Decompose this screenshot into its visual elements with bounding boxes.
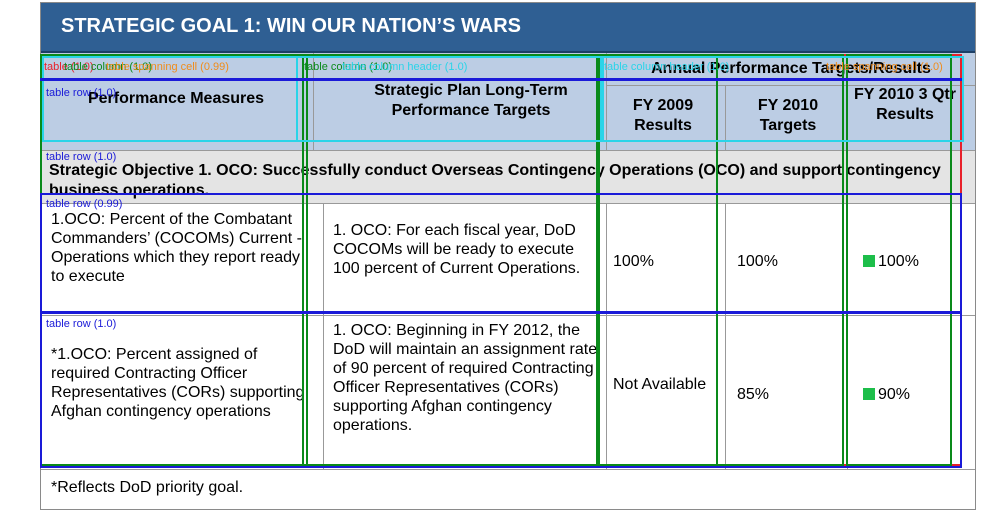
row2-fy2010-result-value: 90% [878, 386, 911, 403]
row2-fy2009: Not Available [613, 376, 707, 393]
row1-fy2009: 100% [613, 253, 654, 270]
row1-target: 1. OCO: For each fiscal year, DoD COCOMs… [333, 222, 581, 277]
row1-measure: 1.OCO: Percent of the Combatant Commande… [51, 211, 302, 285]
row-divider [41, 469, 975, 470]
header-fy2010-targets: FY 2010 Targets [757, 97, 819, 134]
header-fy2009-results: FY 2009 Results [632, 97, 694, 134]
row-divider [41, 150, 975, 151]
row2-fy2010-result: 90% [863, 385, 910, 404]
row2-fy2010-target: 85% [737, 386, 770, 403]
title-bar: STRATEGIC GOAL 1: WIN OUR NATION’S WARS [41, 3, 975, 53]
strategic-objective: Strategic Objective 1. OCO: Successfully… [49, 162, 941, 199]
col-divider [725, 203, 726, 469]
green-status-icon [863, 388, 875, 400]
col-divider [725, 85, 726, 150]
header-fy2010-qtr-results: FY 2010 3 Qtr Results [854, 86, 956, 123]
green-status-icon [863, 255, 875, 267]
col-divider [606, 203, 607, 469]
footnote: *Reflects DoD priority goal. [51, 479, 244, 496]
header-long-term-targets: Strategic Plan Long-Term Performance Tar… [374, 82, 568, 119]
row2-target: 1. OCO: Beginning in FY 2012, the DoD wi… [333, 322, 598, 434]
row2-measure: *1.OCO: Percent assigned of required Con… [51, 346, 305, 420]
col-divider [323, 203, 324, 469]
row1-fy2010-target: 100% [737, 253, 778, 270]
col-divider [606, 53, 607, 150]
row-divider [41, 315, 975, 316]
header-performance-measures: Performance Measures [87, 90, 265, 107]
row-divider [41, 203, 975, 204]
col-divider [847, 85, 848, 150]
col-divider [847, 203, 848, 469]
header-annual-targets: Annual Performance Targets/Results [651, 60, 931, 77]
header-subdivider [606, 85, 975, 86]
col-divider [313, 53, 314, 150]
document-page: STRATEGIC GOAL 1: WIN OUR NATION’S WARS … [40, 2, 976, 510]
row1-fy2010-result: 100% [863, 252, 919, 271]
row1-fy2010-result-value: 100% [878, 253, 919, 270]
page-title: STRATEGIC GOAL 1: WIN OUR NATION’S WARS [61, 15, 521, 37]
header-background [41, 53, 975, 150]
